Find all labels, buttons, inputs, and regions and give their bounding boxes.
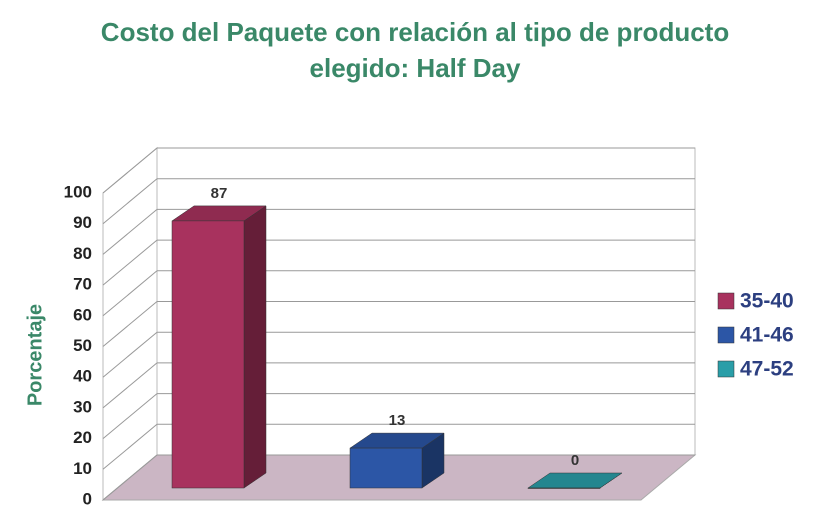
y-axis-label: Porcentaje — [24, 304, 46, 406]
data-label: 0 — [571, 452, 579, 469]
grid-line — [102, 147, 158, 194]
y-tick-label: 20 — [73, 428, 92, 447]
y-tick-label: 60 — [73, 305, 92, 324]
y-tick-label: 80 — [73, 244, 92, 263]
grid-line — [102, 423, 158, 470]
grid-line — [102, 178, 158, 225]
y-tick-label: 30 — [73, 397, 92, 416]
grid-line — [102, 362, 158, 409]
y-tick-label: 100 — [64, 182, 92, 201]
legend-swatch — [717, 292, 735, 310]
grid-line — [102, 454, 158, 501]
legend-label: 35-40 — [740, 290, 794, 313]
y-tick-label: 90 — [73, 213, 92, 232]
y-tick-label: 0 — [83, 489, 92, 506]
y-tick-label: 70 — [73, 275, 92, 294]
chart-title: Costo del Paquete con relación al tipo d… — [100, 17, 730, 83]
y-tick-label: 40 — [73, 367, 92, 386]
bar-side — [243, 205, 267, 489]
legend-swatch — [717, 360, 735, 378]
legend-swatch — [717, 326, 735, 344]
grid-line — [102, 393, 158, 439]
grid-line — [102, 331, 158, 378]
y-tick-label: 50 — [73, 336, 92, 355]
data-label: 13 — [389, 412, 406, 429]
y-tick-label: 10 — [73, 459, 92, 478]
grid-line — [102, 301, 158, 347]
legend-label: 47-52 — [740, 358, 794, 381]
legend-label: 41-46 — [740, 324, 794, 347]
grid-line — [102, 239, 158, 286]
data-label: 87 — [211, 185, 228, 202]
bar — [527, 487, 601, 489]
grid-line — [102, 209, 158, 255]
bar — [171, 220, 245, 489]
bar — [349, 447, 423, 489]
grid-line — [102, 270, 158, 317]
